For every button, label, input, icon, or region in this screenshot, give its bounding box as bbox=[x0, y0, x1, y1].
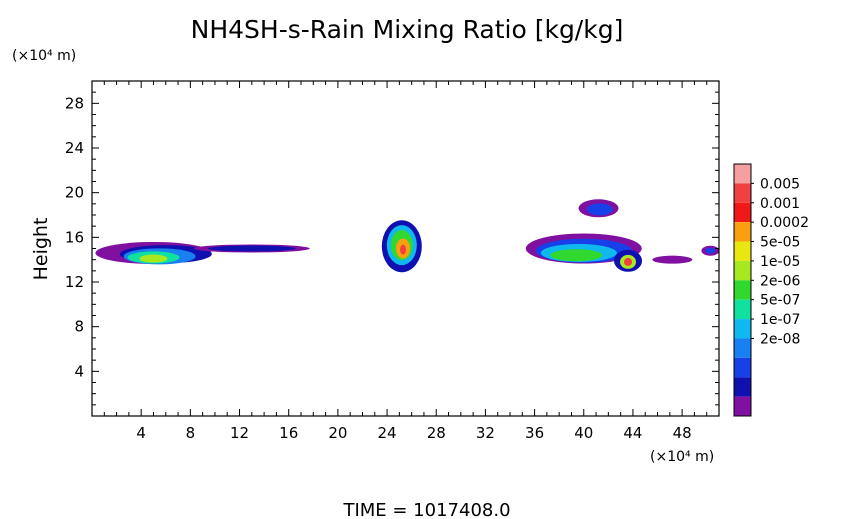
x-tick-label: 16 bbox=[279, 424, 298, 442]
colorbar-frame bbox=[733, 163, 752, 417]
time-stamp: TIME = 1017408.0 bbox=[342, 500, 510, 519]
y-tick-label: 16 bbox=[65, 228, 84, 246]
colorbar-label: 2e-08 bbox=[760, 331, 800, 347]
colorbar-swatch bbox=[734, 164, 751, 184]
colorbar-swatch bbox=[734, 396, 751, 416]
colorbar-label: 0.0002 bbox=[760, 215, 809, 231]
y-tick-label: 20 bbox=[65, 184, 84, 202]
cloud-right-top-inner bbox=[586, 203, 613, 216]
y-tick-label: 4 bbox=[74, 362, 84, 380]
colorbar-label: 1e-07 bbox=[760, 312, 800, 328]
y-axis-unit: (×10⁴ m) bbox=[12, 48, 76, 64]
y-tick-label: 8 bbox=[74, 318, 84, 336]
x-tick-label: 28 bbox=[427, 424, 446, 442]
colorbar: 0.005 0.001 0.0002 5e-05 1e-05 2e-06 5e-07 1e-0… bbox=[733, 163, 809, 417]
colorbar-swatch bbox=[734, 183, 751, 203]
y-tick-label: 24 bbox=[65, 139, 84, 157]
colorbar-swatch bbox=[734, 202, 751, 223]
cloud-right-tail bbox=[652, 255, 693, 264]
y-tick-label: 28 bbox=[65, 94, 84, 112]
x-tick-label: 24 bbox=[378, 424, 397, 442]
cloud-right-ring-3 bbox=[550, 249, 603, 262]
colorbar-swatch bbox=[734, 357, 751, 378]
cloud-left-tail-inner bbox=[207, 245, 296, 252]
colorbar-swatch bbox=[734, 299, 751, 320]
colorbar-label: 0.001 bbox=[760, 196, 800, 212]
x-tick-label: 4 bbox=[136, 424, 146, 442]
x-tick-label: 36 bbox=[525, 424, 544, 442]
cloud-right-core bbox=[624, 257, 633, 266]
x-tick-label: 32 bbox=[476, 424, 495, 442]
data-regions bbox=[95, 199, 720, 273]
colorbar-swatch bbox=[734, 338, 751, 358]
y-axis-label: Height bbox=[30, 218, 52, 281]
chart-title: NH4SH-s-Rain Mixing Ratio [kg/kg] bbox=[191, 15, 624, 44]
colorbar-swatch bbox=[734, 280, 751, 300]
x-tick-label: 44 bbox=[623, 424, 642, 442]
colorbar-swatch bbox=[734, 260, 751, 281]
colorbar-swatch bbox=[734, 377, 751, 397]
cloud-far-right-inner bbox=[705, 247, 716, 254]
cloud-left-core bbox=[139, 254, 168, 263]
x-tick-label: 8 bbox=[186, 424, 196, 442]
y-tick-label: 12 bbox=[65, 273, 84, 291]
colorbar-label: 0.005 bbox=[760, 176, 800, 192]
colorbar-swatch bbox=[734, 222, 751, 242]
x-tick-label: 20 bbox=[328, 424, 347, 442]
colorbar-label: 5e-07 bbox=[760, 293, 800, 309]
x-axis-unit: (×10⁴ m) bbox=[650, 449, 714, 465]
x-tick-label: 40 bbox=[574, 424, 593, 442]
x-tick-label: 48 bbox=[673, 424, 692, 442]
colorbar-label: 5e-05 bbox=[760, 235, 800, 251]
colorbar-label: 1e-05 bbox=[760, 254, 800, 270]
colorbar-swatch bbox=[734, 241, 751, 261]
x-tick-label: 12 bbox=[230, 424, 249, 442]
cloud-center-core bbox=[400, 244, 407, 255]
colorbar-label: 2e-06 bbox=[760, 273, 800, 289]
colorbar-swatch bbox=[734, 319, 751, 339]
